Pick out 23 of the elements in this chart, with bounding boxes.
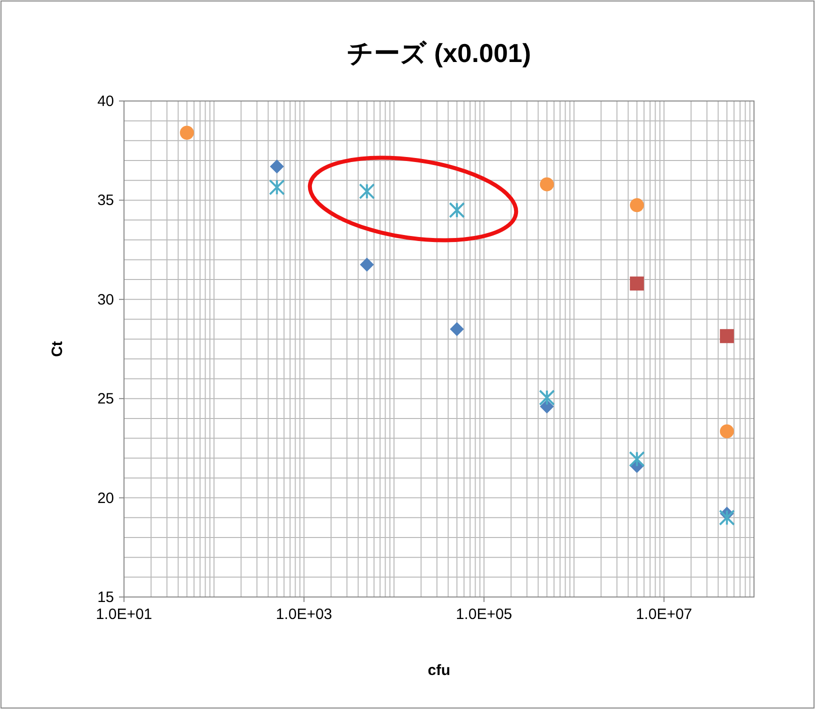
x-tick-label: 1.0E+01 [96, 606, 152, 623]
point [270, 159, 284, 174]
point [538, 390, 555, 406]
point [448, 202, 465, 218]
y-tick-label: 20 [97, 490, 114, 507]
point [540, 400, 554, 414]
y-tick-label: 30 [97, 291, 114, 308]
point [628, 451, 645, 468]
point [360, 258, 374, 272]
x-tick-label: 1.0E+03 [276, 606, 332, 623]
point [358, 183, 375, 200]
x-axis-title: cfu [428, 662, 450, 679]
y-tick-label: 40 [97, 93, 114, 110]
x-tick-label: 1.0E+07 [636, 606, 692, 623]
y-tick-label: 35 [97, 192, 114, 210]
y-axis-title: Ct [49, 341, 66, 357]
x-tick-label: 1.0E+05 [456, 606, 512, 623]
y-tick-label: 25 [97, 390, 114, 408]
point [450, 322, 464, 336]
point [718, 510, 735, 526]
y-tick-label: 15 [97, 589, 114, 606]
chart-title: チーズ (x0.001) [346, 38, 532, 68]
point [268, 179, 285, 196]
